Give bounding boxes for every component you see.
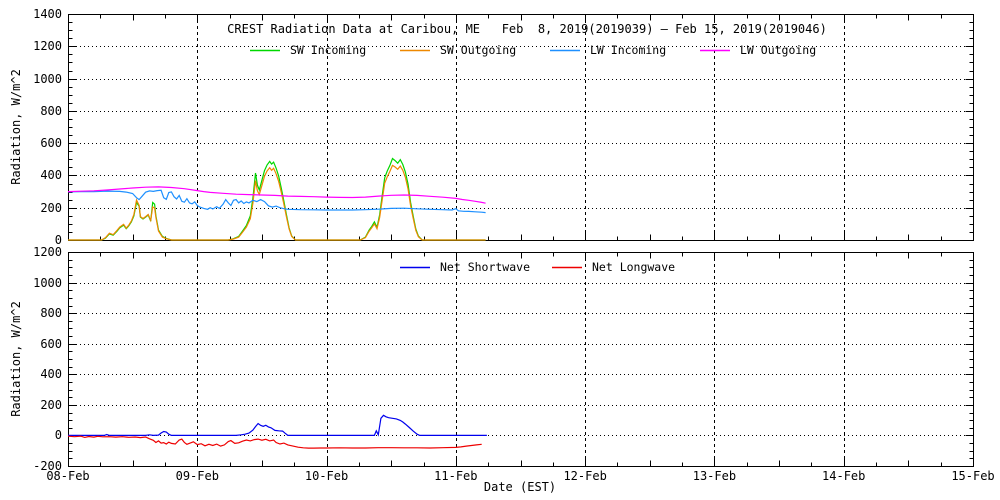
x-tick-label: 13-Feb <box>692 469 737 483</box>
x-tick-label: 08-Feb <box>46 469 90 483</box>
axes-box <box>68 252 974 467</box>
series-lw-outgoing <box>67 186 486 204</box>
series-sw-incoming <box>68 157 486 241</box>
y-tick-label: 1000 <box>33 275 62 290</box>
legend-label: SW Incoming <box>290 43 367 57</box>
y-tick-label: -200 <box>33 459 62 473</box>
y-tick-label: 800 <box>40 103 62 118</box>
legend-label: LW Outgoing <box>740 43 817 57</box>
y-tick-label: 1200 <box>33 245 62 259</box>
legend-label: Net Shortwave <box>440 260 531 274</box>
y-tick-label: 0 <box>54 428 62 443</box>
x-axis-label: Date (EST) <box>483 480 557 494</box>
legend-label: Net Longwave <box>592 260 676 274</box>
y-tick-label: 600 <box>40 136 62 151</box>
y-tick-label: 1000 <box>33 71 62 86</box>
legend-label: SW Outgoing <box>440 43 517 57</box>
figure-title: CREST Radiation Data at Caribou, ME Feb … <box>227 22 827 36</box>
y-tick-label: 800 <box>40 306 62 321</box>
y-tick-label: 1200 <box>33 39 62 54</box>
x-tick-label: 12-Feb <box>563 469 607 483</box>
y-tick-label: 0 <box>54 233 62 247</box>
x-tick-label: 10-Feb <box>304 469 349 483</box>
x-tick-label: 09-Feb <box>175 469 219 483</box>
series-net-shortwave <box>68 414 487 437</box>
y-tick-label: 400 <box>40 168 62 183</box>
y-tick-label: 200 <box>40 200 62 215</box>
y-tick-label: 200 <box>40 397 62 412</box>
series-lw-incoming <box>67 189 486 214</box>
axes-box <box>68 14 974 241</box>
y-tick-label: 600 <box>40 336 62 351</box>
x-tick-label: 14-Feb <box>822 469 866 483</box>
y-tick-label: 1400 <box>33 7 62 21</box>
x-tick-label: 15-Feb <box>951 469 995 483</box>
legend-label: LW Incoming <box>590 43 667 57</box>
series-sw-outgoing <box>68 164 486 241</box>
series-net-longwave <box>67 435 482 449</box>
x-tick-label: 11-Feb <box>434 469 478 483</box>
y-tick-label: 400 <box>40 367 62 382</box>
